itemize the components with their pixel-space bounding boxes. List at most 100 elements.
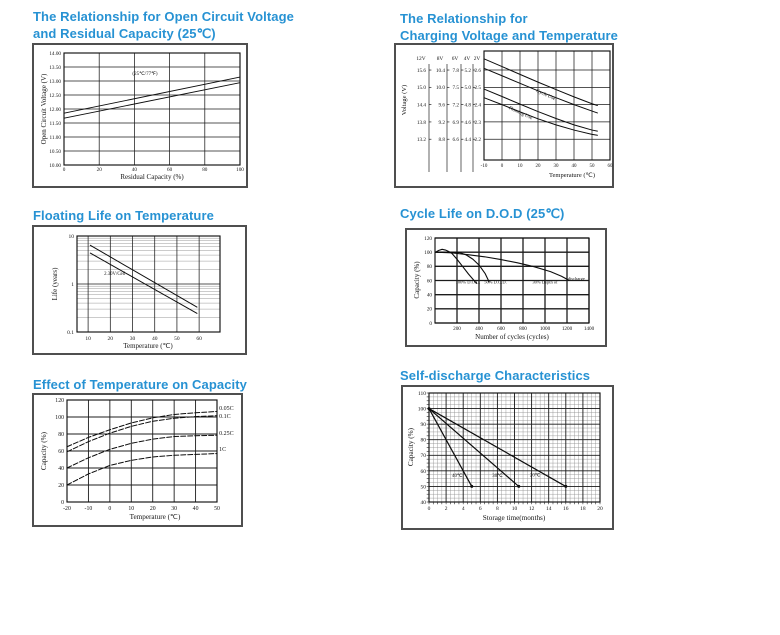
svg-text:8: 8 — [496, 506, 499, 512]
svg-text:0.1: 0.1 — [67, 330, 74, 336]
svg-text:-20: -20 — [63, 506, 71, 512]
svg-text:discharge: discharge — [568, 276, 585, 281]
svg-text:5.0: 5.0 — [465, 85, 472, 91]
svg-text:12.50: 12.50 — [49, 93, 61, 99]
svg-text:50% D.O.D.: 50% D.O.D. — [484, 279, 507, 284]
svg-text:4.6: 4.6 — [465, 120, 472, 126]
svg-text:80: 80 — [202, 167, 208, 173]
svg-text:14.4: 14.4 — [417, 103, 426, 109]
chart-title: Effect of Temperature on Capacity — [33, 377, 247, 392]
floating-life-plot: 10 20 30 40 50 60 10 1 0.1 Temperature (℃) Life (y… — [51, 234, 221, 350]
svg-text:2.5: 2.5 — [475, 85, 482, 91]
svg-text:120: 120 — [424, 236, 432, 242]
charging-voltage-plot: -10 0 10 20 30 40 50 60 Temperature (℃) Voltage (… — [401, 50, 614, 179]
svg-text:0.1C: 0.1C — [219, 414, 231, 420]
svg-text:-10: -10 — [85, 506, 93, 512]
svg-text:40: 40 — [132, 167, 138, 173]
svg-text:7.8: 7.8 — [453, 68, 460, 74]
svg-text:Capacity (%): Capacity (%) — [413, 261, 421, 299]
svg-text:0.25C: 0.25C — [219, 431, 234, 437]
svg-text:50: 50 — [421, 484, 427, 490]
svg-text:2V: 2V — [474, 56, 481, 62]
chart-title: The Relationship for Open Circuit Voltag… — [33, 9, 294, 41]
svg-text:Temperature (℃): Temperature (℃) — [549, 172, 595, 179]
svg-text:10.00: 10.00 — [49, 163, 61, 169]
svg-text:60: 60 — [421, 469, 427, 475]
svg-text:60: 60 — [196, 336, 202, 342]
svg-text:20: 20 — [536, 164, 542, 169]
svg-text:2.30V/Cell: 2.30V/Cell — [104, 272, 126, 277]
svg-text:Temperature (℃): Temperature (℃) — [123, 342, 173, 350]
svg-text:50: 50 — [590, 164, 596, 169]
svg-text:20: 20 — [97, 167, 103, 173]
svg-text:20℃: 20℃ — [530, 472, 541, 478]
svg-text:10: 10 — [85, 336, 91, 342]
effect-temperature-capacity-plot: -20 -10 0 10 20 30 40 50 0 20 40 60 80 100 120 Temperat… — [40, 398, 234, 521]
svg-text:9.6: 9.6 — [439, 103, 446, 109]
svg-text:100: 100 — [55, 415, 64, 421]
svg-text:Open Circuit Voltage (V): Open Circuit Voltage (V) — [40, 73, 48, 144]
svg-text:100: 100 — [424, 250, 432, 256]
svg-text:40: 40 — [193, 506, 199, 512]
svg-text:16: 16 — [563, 506, 569, 512]
svg-text:0: 0 — [61, 500, 64, 506]
chart-title: Self-discharge Characteristics — [400, 368, 591, 383]
svg-text:0: 0 — [428, 506, 431, 512]
svg-text:(25℃/77℉): (25℃/77℉) — [132, 71, 157, 77]
svg-text:100: 100 — [236, 167, 244, 173]
svg-text:13.00: 13.00 — [49, 79, 61, 85]
svg-text:2.3: 2.3 — [475, 120, 482, 126]
chart-title: Floating Life on Temperature — [33, 208, 214, 223]
svg-text:Storage time(months): Storage time(months) — [483, 514, 546, 522]
svg-text:600: 600 — [497, 326, 505, 332]
svg-text:60: 60 — [427, 278, 433, 284]
open-circuit-voltage-plot: 0 20 40 60 80 100 14.00 13.50 13.00 12.50 12.00 11.… — [40, 51, 244, 181]
svg-text:40℃: 40℃ — [452, 473, 463, 479]
svg-text:Capacity (%): Capacity (%) — [40, 431, 48, 470]
svg-text:30℃: 30℃ — [492, 473, 503, 479]
svg-text:14.00: 14.00 — [49, 51, 61, 57]
chart-title: Cycle Life on D.O.D (25℃) — [400, 206, 565, 221]
svg-text:80: 80 — [58, 432, 64, 438]
svg-text:10.50: 10.50 — [49, 149, 61, 155]
svg-text:14: 14 — [546, 506, 552, 512]
svg-text:70: 70 — [421, 453, 427, 459]
svg-text:10: 10 — [69, 234, 75, 240]
svg-text:4.4: 4.4 — [465, 137, 472, 143]
svg-text:40: 40 — [572, 164, 578, 169]
svg-text:100: 100 — [418, 406, 427, 412]
svg-text:6.9: 6.9 — [453, 120, 460, 126]
svg-text:15.0: 15.0 — [417, 85, 426, 91]
svg-text:13.8: 13.8 — [417, 120, 426, 126]
svg-text:0: 0 — [501, 164, 504, 169]
svg-text:0.05C: 0.05C — [219, 406, 234, 412]
svg-text:10.4: 10.4 — [436, 68, 445, 74]
svg-text:50: 50 — [214, 506, 220, 512]
svg-text:Temperature (℃): Temperature (℃) — [130, 513, 181, 521]
svg-text:18: 18 — [580, 506, 586, 512]
svg-text:2.4: 2.4 — [475, 103, 482, 109]
svg-text:10: 10 — [128, 506, 134, 512]
svg-text:15.6: 15.6 — [417, 68, 426, 74]
svg-text:13.2: 13.2 — [417, 137, 426, 143]
svg-text:20: 20 — [427, 307, 433, 313]
svg-text:11.50: 11.50 — [50, 121, 62, 127]
svg-text:60: 60 — [608, 164, 614, 169]
svg-text:11.00: 11.00 — [50, 135, 62, 141]
cycle-life-plot: 200 400 600 800 1000 1200 1400120100806040200N… — [413, 236, 595, 341]
svg-text:Residual Capacity (%): Residual Capacity (%) — [120, 173, 184, 181]
svg-text:6: 6 — [479, 506, 482, 512]
svg-text:13.50: 13.50 — [49, 65, 61, 71]
svg-text:10.0: 10.0 — [436, 85, 445, 91]
svg-text:12.00: 12.00 — [49, 107, 61, 113]
svg-text:5.2: 5.2 — [465, 68, 472, 74]
svg-text:4.8: 4.8 — [465, 103, 472, 109]
svg-text:40: 40 — [421, 500, 427, 506]
svg-text:20: 20 — [58, 483, 64, 489]
chart-frame — [405, 228, 607, 347]
svg-text:8V: 8V — [437, 56, 444, 62]
svg-text:80: 80 — [421, 438, 427, 444]
svg-text:2: 2 — [445, 506, 448, 512]
svg-text:20: 20 — [108, 336, 114, 342]
